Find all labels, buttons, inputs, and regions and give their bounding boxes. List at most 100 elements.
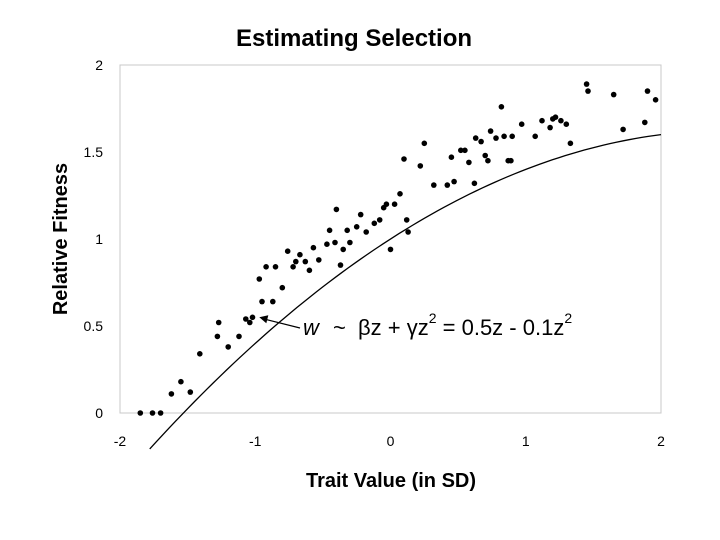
data-point: [259, 298, 265, 305]
data-point: [214, 333, 221, 340]
data-point: [178, 378, 184, 385]
data-point: [302, 258, 309, 265]
data-point: [243, 316, 249, 322]
data-point: [215, 319, 222, 326]
data-point: [357, 211, 364, 218]
x-tick-label: -2: [114, 433, 127, 449]
data-point: [263, 264, 269, 270]
data-point: [501, 133, 507, 140]
data-point: [326, 227, 333, 234]
data-point: [225, 344, 231, 350]
annotation-arrowhead: [259, 315, 269, 324]
annotation-leader-line: [265, 318, 301, 329]
data-point: [518, 121, 525, 127]
data-point: [316, 257, 322, 263]
data-point: [421, 140, 428, 147]
data-point: [279, 284, 286, 291]
annotation: w ~ βz + γz2 = 0.5z - 0.1z2: [259, 310, 572, 340]
data-point: [236, 333, 242, 340]
data-point: [552, 114, 559, 120]
data-point: [462, 147, 468, 154]
data-point: [310, 244, 317, 251]
data-point: [168, 391, 175, 397]
data-point: [290, 264, 296, 270]
data-point: [340, 246, 347, 253]
annotation-equation: w ~ βz + γz2 = 0.5z - 0.1z2: [303, 310, 572, 340]
data-point: [431, 182, 437, 188]
y-tick-label: 2: [95, 57, 103, 73]
fit-curve: [149, 133, 662, 450]
data-point: [539, 117, 545, 124]
data-point: [547, 124, 553, 131]
data-point: [466, 159, 472, 166]
data-point: [451, 178, 457, 185]
data-point: [405, 229, 411, 235]
data-point: [371, 220, 378, 227]
data-point: [387, 246, 394, 253]
data-point: [270, 298, 276, 305]
data-point: [417, 163, 424, 169]
data-point: [353, 224, 360, 230]
data-point: [249, 314, 256, 321]
x-axis-ticks: -2 -1 0 1 2: [114, 433, 665, 449]
data-point: [344, 227, 351, 234]
x-tick-label: 1: [522, 433, 530, 449]
data-point: [332, 239, 338, 246]
data-point: [585, 88, 591, 94]
data-point: [558, 117, 564, 124]
data-point: [293, 258, 299, 265]
data-point: [487, 128, 494, 134]
data-point: [563, 121, 570, 127]
data-point: [324, 241, 330, 247]
data-point: [284, 248, 291, 254]
data-point: [458, 147, 464, 154]
x-tick-label: 2: [657, 433, 665, 449]
data-point: [444, 182, 451, 188]
data-point: [472, 135, 479, 141]
y-axis-ticks: 0 0.5 1 1.5 2: [84, 57, 104, 421]
plot-frame: [119, 64, 662, 414]
data-point: [337, 262, 344, 268]
data-point: [272, 264, 279, 270]
data-point: [247, 319, 253, 326]
data-point: [448, 154, 455, 160]
x-tick-label: 0: [387, 433, 395, 449]
data-point: [620, 126, 626, 133]
data-point: [397, 191, 403, 197]
data-point: [297, 251, 303, 258]
data-point: [478, 138, 484, 145]
data-point: [509, 133, 515, 140]
data-point: [652, 97, 659, 103]
data-point: [157, 410, 164, 416]
data-point: [610, 91, 617, 98]
data-point: [498, 104, 505, 110]
data-point: [493, 135, 499, 141]
data-point: [333, 206, 340, 213]
data-point: [508, 157, 514, 164]
data-point: [482, 152, 489, 159]
data-point: [403, 217, 410, 223]
data-point: [347, 239, 353, 246]
data-point: [583, 81, 590, 87]
data-point: [197, 351, 203, 357]
data-point: [567, 140, 574, 147]
x-tick-label: -1: [249, 433, 262, 449]
data-point: [642, 119, 648, 126]
data-point: [256, 276, 263, 282]
data-points: [137, 81, 659, 416]
y-tick-label: 0: [95, 405, 103, 421]
data-point: [306, 267, 313, 274]
y-tick-label: 1: [95, 231, 103, 247]
data-point: [149, 410, 156, 416]
data-point: [137, 410, 144, 416]
data-point: [383, 201, 390, 207]
data-point: [401, 156, 407, 162]
data-point: [644, 88, 651, 94]
data-point: [471, 180, 478, 187]
data-point: [376, 217, 383, 223]
x-axis-title: Trait Value (in SD): [306, 470, 476, 492]
data-point: [187, 389, 194, 395]
data-point: [485, 157, 491, 164]
y-tick-label: 0.5: [84, 318, 104, 334]
